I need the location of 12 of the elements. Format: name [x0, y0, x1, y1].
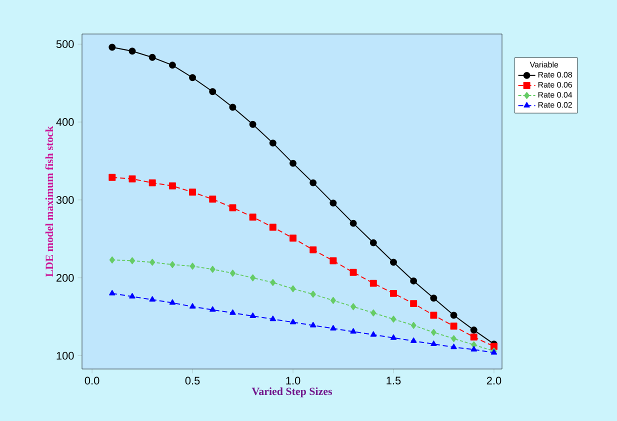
x-tick-label: 0.5 [185, 376, 200, 385]
x-tick-label: 0.0 [84, 376, 100, 385]
y-tick-label: 100 [56, 352, 74, 360]
y-axis-title: LDE model maximum fish stock [45, 126, 54, 277]
y-tick-label: 300 [56, 196, 74, 204]
y-tick-label: 500 [56, 40, 74, 48]
x-tick-label: 1.0 [286, 376, 300, 385]
y-tick-label: 200 [56, 274, 74, 282]
x-axis-title: Varied Step Sizes [252, 387, 332, 398]
y-tick-label: 400 [56, 118, 74, 126]
x-tick-label: 2.0 [486, 376, 502, 385]
x-tick-label: 1.5 [386, 376, 401, 384]
